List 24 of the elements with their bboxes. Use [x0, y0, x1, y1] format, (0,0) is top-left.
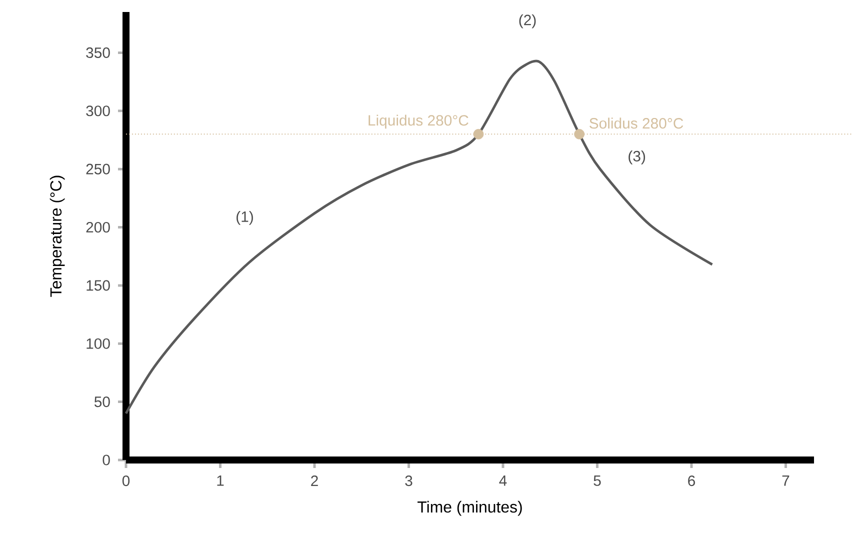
annotation: (3): [628, 150, 646, 164]
annotation: Liquidus 280°C: [368, 114, 468, 129]
x-tick-label: 0: [122, 476, 130, 486]
y-tick-label: 0: [102, 454, 110, 466]
x-tick-label: 6: [688, 476, 695, 486]
y-tick-label: 50: [94, 396, 110, 408]
y-tick-label: 200: [86, 222, 110, 233]
y-tick-label: 350: [86, 47, 110, 58]
x-tick-label: 4: [499, 476, 507, 486]
annotation: (1): [236, 210, 253, 225]
y-tick-label: 250: [86, 164, 110, 174]
annotation: (2): [519, 14, 536, 28]
x-tick-label: 2: [311, 476, 318, 486]
line-series: [124, 60, 714, 415]
x-tick-label: 7: [782, 476, 790, 486]
y-axis-title: Temperature (°C): [50, 176, 65, 297]
x-tick-label: 5: [594, 476, 601, 486]
x-tick-label: 1: [217, 476, 224, 486]
y-tick-label: 150: [86, 280, 110, 291]
x-tick-label: 3: [405, 476, 412, 486]
annotation: Solidus 280°C: [590, 118, 684, 129]
y-tick-label: 100: [86, 338, 110, 349]
x-axis-title: Time (minutes): [418, 500, 522, 516]
y-tick-label: 300: [86, 106, 110, 116]
